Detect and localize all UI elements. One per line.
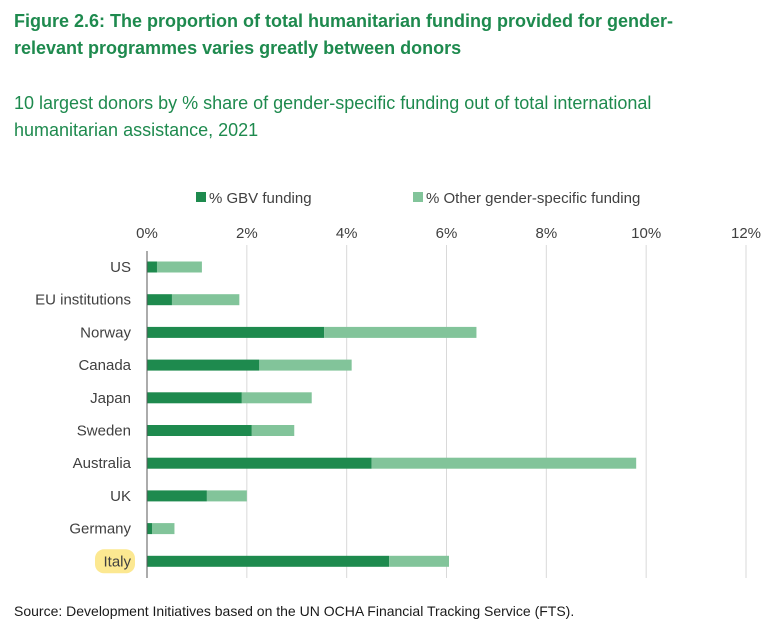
bar-segment-other — [389, 555, 449, 567]
bar-segment-other — [259, 359, 352, 371]
bar-segment-gbv — [147, 359, 260, 371]
bar-segment-gbv — [147, 457, 372, 469]
gridlines — [246, 245, 747, 578]
category-label: Norway — [80, 324, 131, 341]
category-highlight — [95, 549, 135, 574]
category-label: Canada — [78, 357, 131, 374]
bar-segment-gbv — [147, 294, 172, 306]
bar-segment-gbv — [147, 326, 325, 338]
category-label: Italy — [103, 553, 131, 570]
bar-segment-other — [171, 294, 240, 306]
bar-segment-gbv — [147, 490, 207, 502]
x-tick-label: 0% — [136, 225, 158, 242]
legend: % GBV funding % Other gender-specific fun… — [196, 190, 640, 207]
x-tick-label: 10% — [631, 225, 661, 242]
x-tick-label: 6% — [436, 225, 458, 242]
legend-swatch — [413, 192, 423, 202]
category-label: Japan — [90, 390, 131, 407]
bar-segment-gbv — [147, 392, 242, 404]
legend-label: % Other gender-specific funding — [426, 190, 640, 207]
bar-segment-other — [251, 425, 295, 436]
chart-title: Figure 2.6: The proportion of total huma… — [14, 11, 673, 58]
x-axis-ticks: 0% 2% 4% 6% 8% 10% 12% — [136, 225, 761, 242]
bar-segment-other — [151, 523, 175, 535]
category-label: EU institutions — [35, 292, 131, 309]
bar-segment-other — [324, 326, 477, 338]
bar-segment-gbv — [147, 555, 390, 567]
bar-segment-gbv — [147, 261, 157, 273]
category-label: UK — [110, 488, 131, 505]
bar-segment-other — [241, 392, 312, 404]
legend-swatch — [196, 192, 206, 202]
bar-segment-other — [156, 261, 202, 273]
legend-label: % GBV funding — [209, 190, 312, 207]
category-label: Australia — [73, 455, 132, 472]
x-tick-label: 4% — [336, 225, 358, 242]
x-tick-label: 8% — [535, 225, 557, 242]
category-label: US — [110, 259, 131, 276]
category-label: Sweden — [77, 423, 131, 440]
source-note: Source: Development Initiatives based on… — [14, 603, 575, 619]
x-tick-label: 12% — [731, 225, 761, 242]
bar-segment-other — [206, 490, 247, 502]
bar-segment-other — [371, 457, 637, 469]
bars — [147, 261, 637, 567]
category-labels: US EU institutions Norway Canada Japan Sweden… — [35, 259, 135, 574]
bar-chart: % GBV funding % Other gender-specific fun… — [35, 190, 761, 578]
bar-segment-gbv — [147, 425, 252, 436]
chart-subtitle: 10 largest donors by % share of gender-s… — [14, 93, 652, 140]
bar-segment-gbv — [147, 523, 152, 535]
category-label: Germany — [69, 521, 131, 538]
x-tick-label: 2% — [236, 225, 258, 242]
